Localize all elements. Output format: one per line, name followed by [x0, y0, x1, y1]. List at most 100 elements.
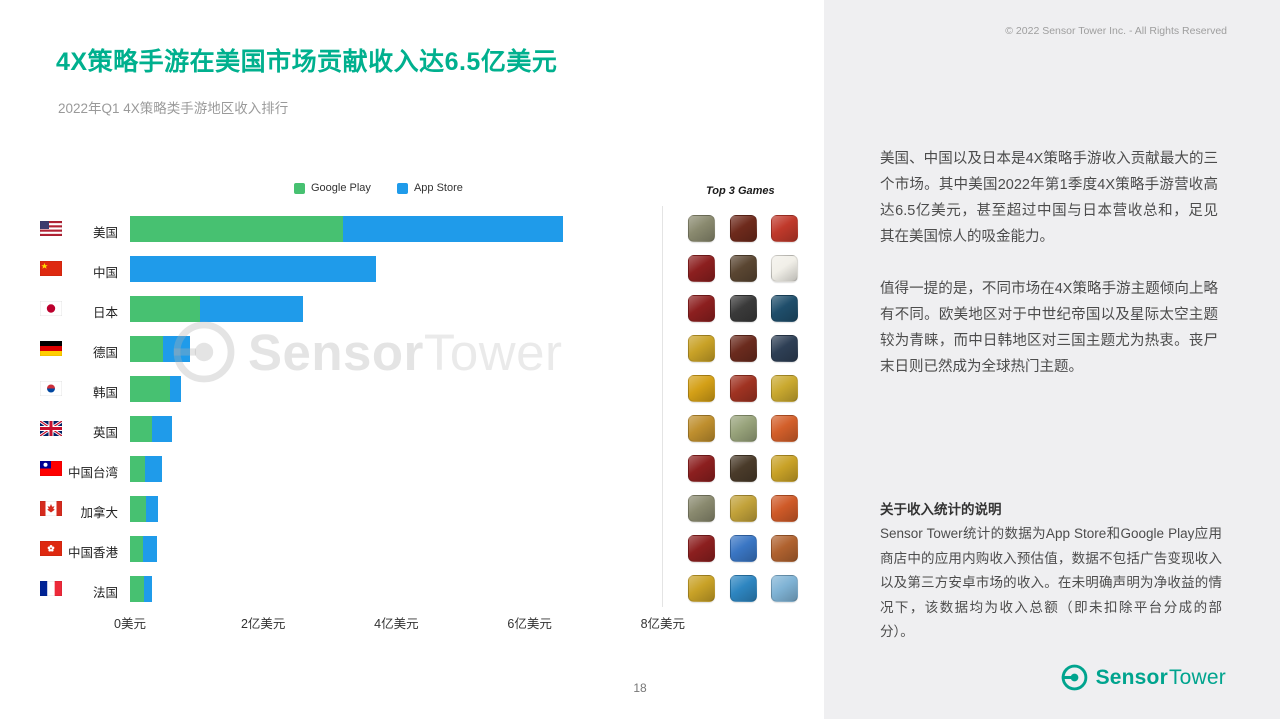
sensortower-logo-icon	[1061, 664, 1088, 691]
game-icon	[729, 495, 757, 522]
copyright-text: © 2022 Sensor Tower Inc. - All Rights Re…	[1005, 25, 1227, 37]
flag-fr-icon	[40, 581, 62, 596]
page-number: 18	[633, 681, 647, 695]
game-icon	[729, 455, 757, 482]
bar-segment-app-store	[151, 416, 172, 442]
x-axis-tick: 4亿美元	[374, 617, 419, 631]
game-icon	[688, 375, 715, 402]
game-icon	[688, 295, 715, 322]
chart-row: 中国台湾	[0, 449, 824, 489]
x-axis-tick: 2亿美元	[240, 617, 286, 631]
bar-segment-app-store	[163, 336, 190, 362]
game-icon	[771, 495, 798, 522]
chart-row: 美国	[0, 209, 824, 249]
country-label: 加拿大	[80, 506, 118, 520]
game-icon	[729, 255, 757, 282]
game-icon	[688, 495, 715, 522]
country-label: 美国	[92, 226, 118, 240]
flag-cn-icon	[40, 261, 62, 276]
chart-row: 德国	[0, 329, 824, 369]
legend-item-app-store: App Store	[396, 182, 463, 194]
game-icon	[771, 295, 798, 322]
flag-gb-icon	[40, 421, 62, 436]
commentary-paragraph-2: 值得一提的是，不同市场在4X策略手游主题倾向上略有不同。欧美地区对于中世纪帝国以…	[880, 281, 1218, 375]
chart-row: 英国	[0, 409, 824, 449]
logo-text: SensorTower	[1096, 666, 1226, 690]
legend-label: App Store	[413, 182, 463, 194]
game-icon	[688, 255, 715, 282]
page-subtitle: 2022年Q1 4X策略类手游地区收入排行	[58, 101, 289, 116]
bar-segment-google-play	[130, 576, 144, 602]
country-label: 中国香港	[67, 546, 118, 560]
game-icon	[771, 335, 798, 362]
flag-us-icon	[40, 221, 62, 236]
country-label: 中国	[92, 266, 118, 280]
notes-body: Sensor Tower统计的数据为App Store和Google Play应…	[880, 526, 1222, 639]
bar-segment-google-play	[130, 456, 145, 482]
flag-ca-icon	[40, 501, 62, 516]
sensortower-logo: SensorTower	[1061, 664, 1226, 691]
bar-segment-app-store	[144, 456, 162, 482]
bar-segment-google-play	[130, 336, 164, 362]
flag-tw-icon	[40, 461, 62, 476]
gridline-8	[662, 206, 663, 607]
bar-segment-google-play	[130, 536, 144, 562]
chart-row: 加拿大	[0, 489, 824, 529]
revenue-bar-chart: 美国中国日本德国韩国英国中国台湾加拿大中国香港法国	[0, 209, 824, 609]
game-icon	[771, 535, 798, 562]
country-label: 韩国	[92, 386, 118, 400]
bar-segment-google-play	[130, 496, 146, 522]
game-icon	[688, 535, 715, 562]
x-axis-tick: 6亿美元	[507, 617, 552, 631]
game-icon	[729, 535, 757, 562]
chart-row: 中国	[0, 249, 824, 289]
bar-segment-app-store	[199, 296, 304, 322]
logo-bold: Sensor	[1095, 665, 1168, 689]
game-icon	[688, 575, 715, 602]
game-icon	[729, 575, 757, 602]
flag-hk-icon	[40, 541, 62, 556]
game-icon	[771, 455, 798, 482]
x-axis-tick: 8亿美元	[640, 617, 686, 631]
chart-row: 法国	[0, 569, 824, 609]
game-icon	[729, 215, 757, 242]
game-icon	[771, 375, 798, 402]
game-icon	[688, 455, 715, 482]
google-play-swatch-icon	[294, 182, 305, 194]
game-icon	[688, 335, 715, 362]
x-axis-tick: 0美元	[114, 617, 146, 631]
flag-jp-icon	[40, 301, 62, 316]
game-icon	[771, 215, 798, 242]
flag-de-icon	[40, 341, 62, 356]
game-icon	[771, 255, 798, 282]
logo-light: Tower	[1168, 665, 1226, 689]
legend-label: Google Play	[311, 182, 371, 194]
notes-title: 关于收入统计的说明	[880, 502, 1002, 517]
flag-kr-icon	[40, 381, 62, 396]
chart-legend: Google Play App Store	[294, 182, 463, 194]
sidebar: © 2022 Sensor Tower Inc. - All Rights Re…	[824, 0, 1280, 719]
bar-segment-app-store	[143, 536, 157, 562]
game-icon	[771, 575, 798, 602]
bar-segment-google-play	[130, 216, 344, 242]
bar-segment-app-store	[343, 216, 563, 242]
chart-row: 韩国	[0, 369, 824, 409]
bar-segment-google-play	[130, 376, 170, 402]
x-axis: 0美元 2亿美元 4亿美元 6亿美元 8亿美元	[0, 613, 824, 633]
country-label: 日本	[92, 306, 118, 320]
bar-segment-app-store	[143, 576, 152, 602]
bar-segment-app-store	[145, 496, 158, 522]
game-icon	[729, 375, 757, 402]
game-icon	[688, 215, 715, 242]
bar-segment-app-store	[130, 256, 377, 282]
country-label: 中国台湾	[67, 466, 118, 480]
bar-segment-google-play	[130, 296, 200, 322]
top3-games-header: Top 3 Games	[706, 185, 775, 197]
bar-segment-app-store	[169, 376, 181, 402]
game-icon	[729, 295, 757, 322]
chart-row: 日本	[0, 289, 824, 329]
page-title: 4X策略手游在美国市场贡献收入达6.5亿美元	[56, 48, 558, 76]
app-store-swatch-icon	[396, 182, 408, 194]
legend-item-google-play: Google Play	[294, 182, 371, 194]
